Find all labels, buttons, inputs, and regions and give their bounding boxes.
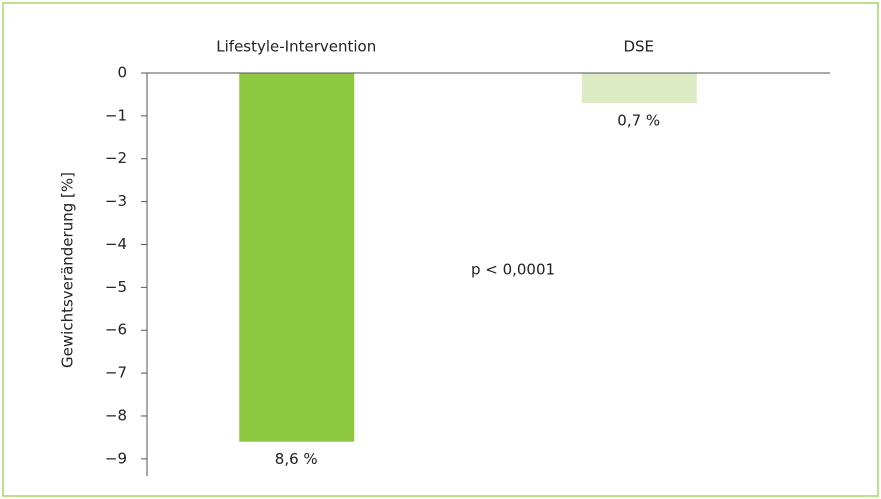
y-axis-label: Gewichtsveränderung [%] — [59, 172, 77, 368]
y-tick-label: −6 — [105, 321, 127, 339]
y-tick-label: −3 — [105, 192, 127, 210]
y-tick-label: 0 — [117, 64, 127, 82]
y-tick-label: −1 — [105, 106, 127, 124]
y-tick-label: −5 — [105, 278, 127, 296]
bar — [239, 73, 355, 442]
category-label: DSE — [623, 38, 654, 56]
y-tick-label: −2 — [105, 149, 127, 167]
bar — [581, 73, 697, 104]
category-label: Lifestyle-Intervention — [216, 38, 376, 56]
y-tick-label: −8 — [105, 406, 127, 424]
value-label: 8,6 % — [275, 450, 318, 468]
y-tick-label: −4 — [105, 235, 127, 253]
annotation: p < 0,0001 — [471, 261, 555, 279]
y-tick-label: −7 — [105, 364, 127, 382]
value-label: 0,7 % — [617, 112, 660, 130]
y-tick-label: −9 — [105, 449, 127, 467]
